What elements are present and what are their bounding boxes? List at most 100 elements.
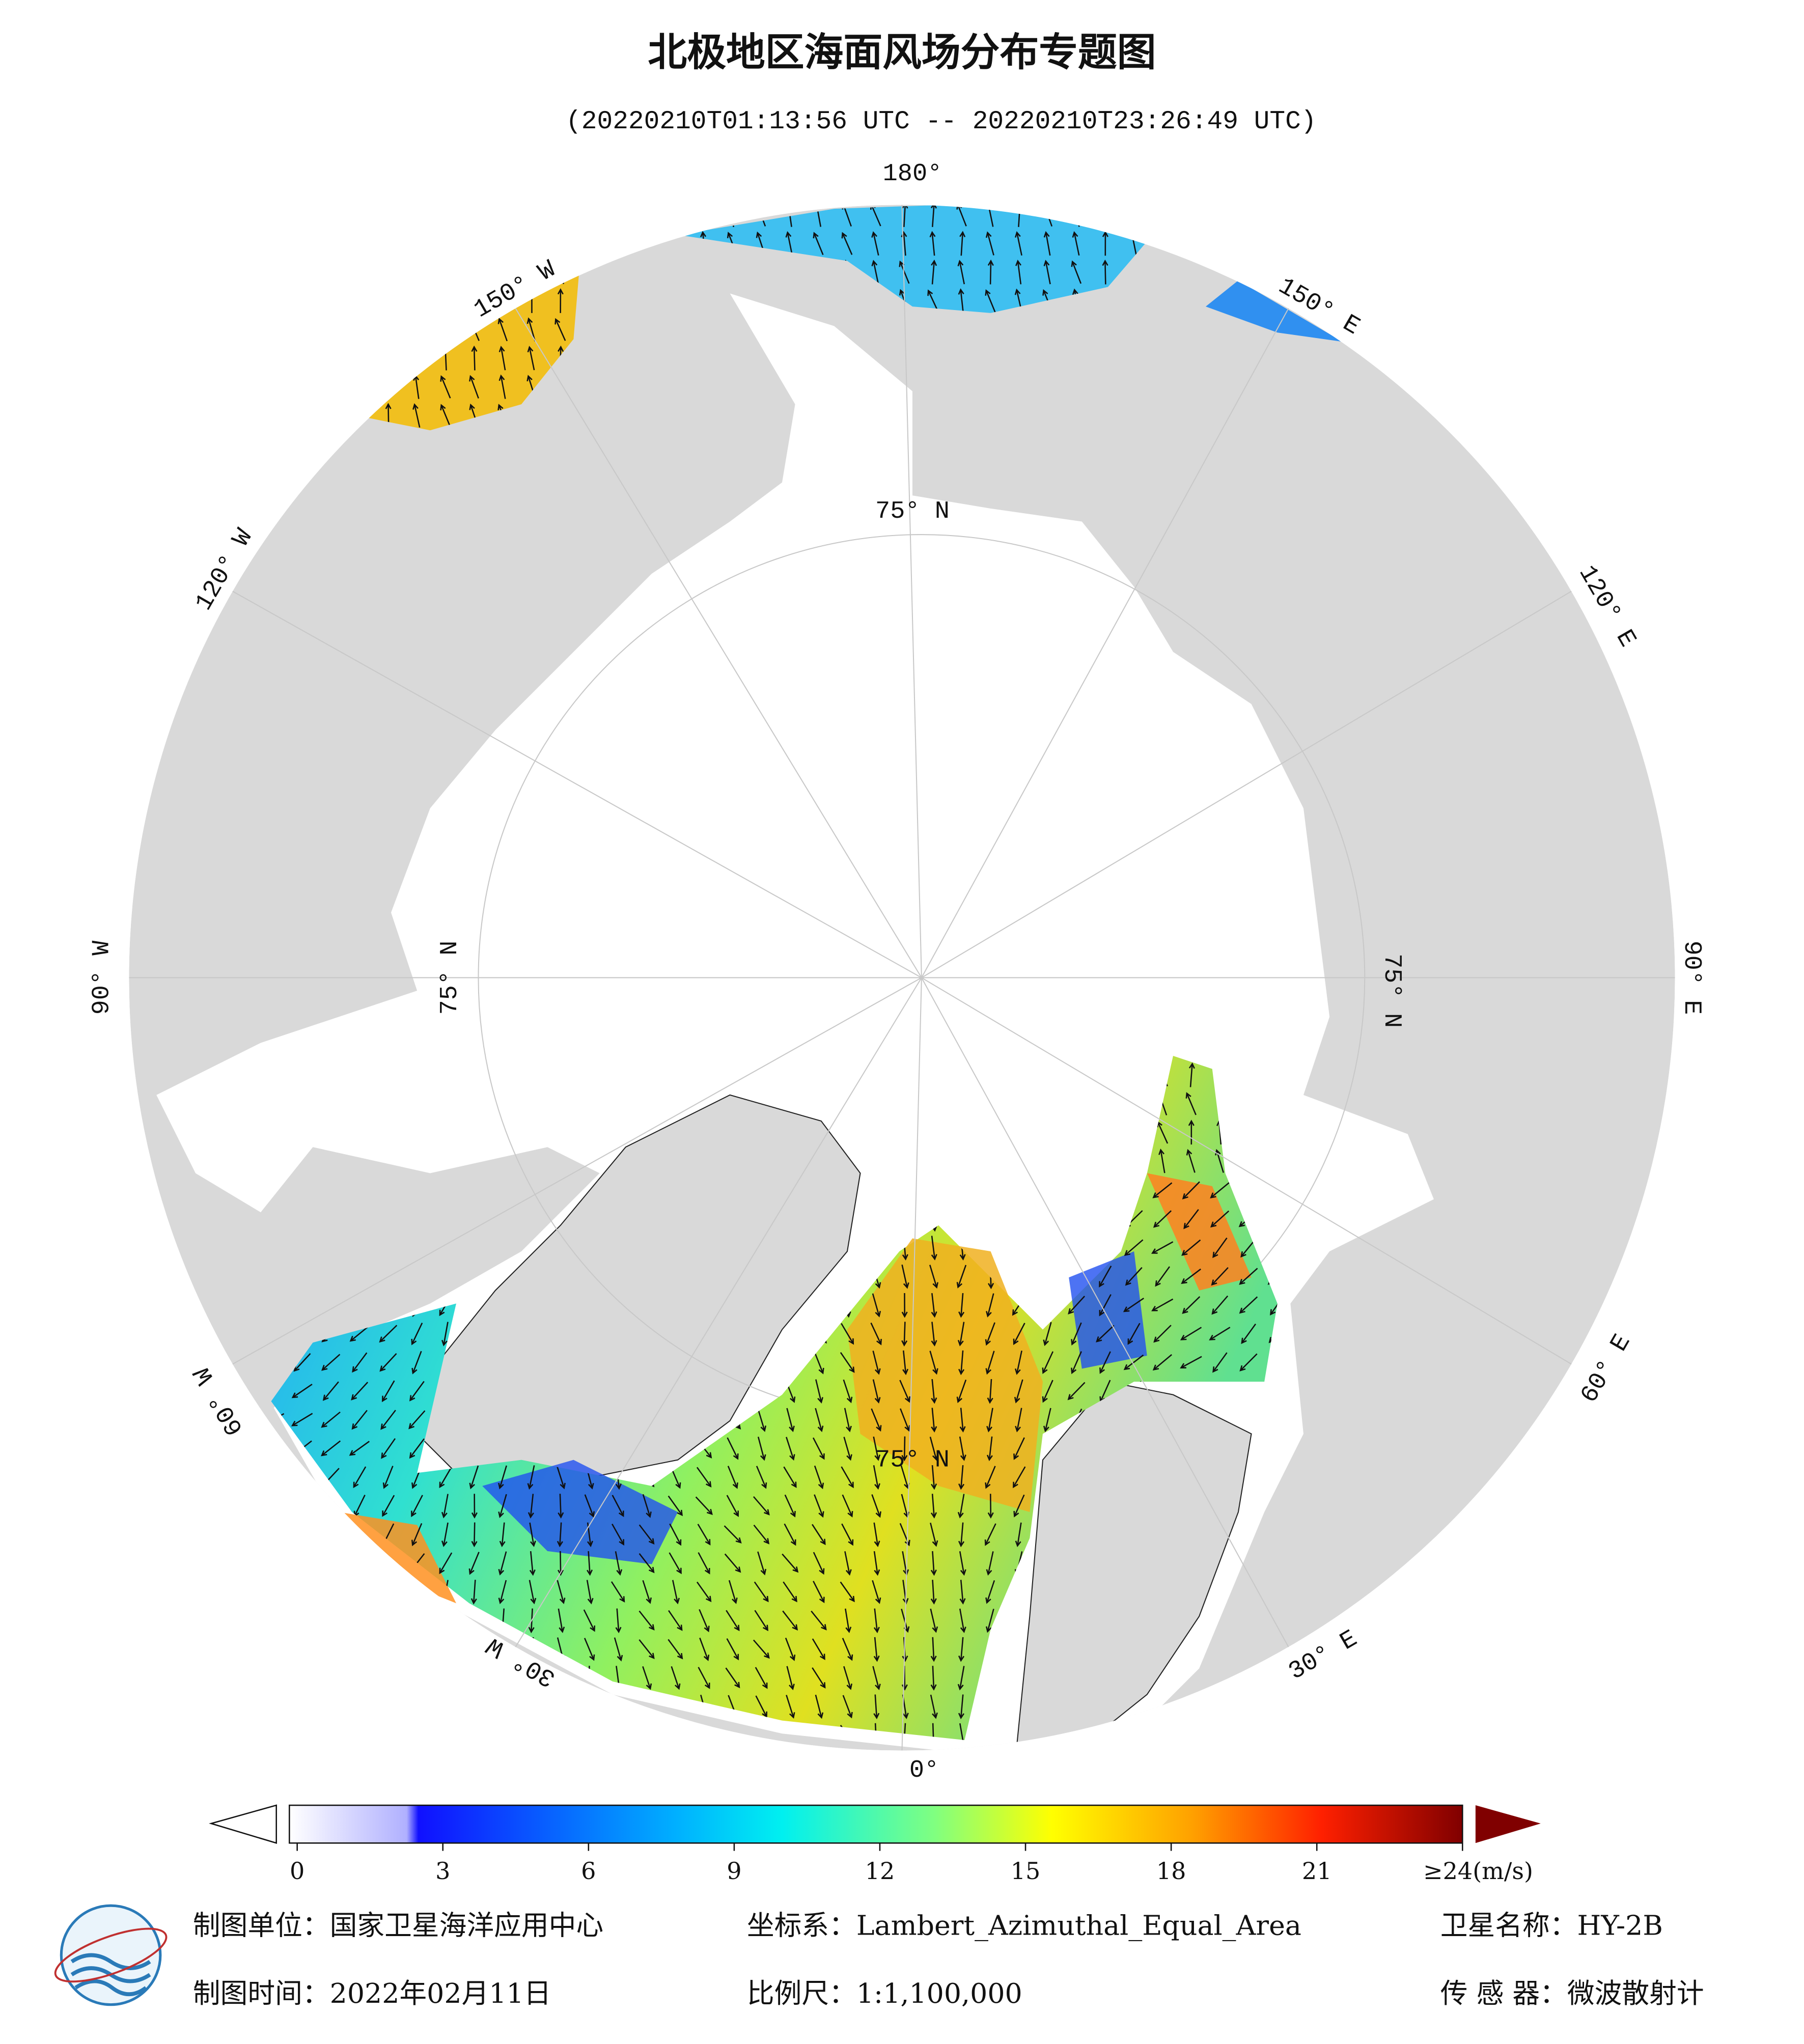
wind-arrow — [615, 1551, 623, 1576]
wind-arrow — [529, 1723, 537, 1741]
wind-arrow — [1123, 1298, 1144, 1312]
wind-field — [1205, 280, 1343, 342]
wind-arrow — [696, 1581, 712, 1603]
wind-arrow — [556, 231, 564, 256]
wind-arrow — [439, 1466, 453, 1489]
wind-arrow — [641, 205, 652, 227]
wind-arrow — [350, 1582, 369, 1601]
wind-arrow — [1265, 1700, 1278, 1713]
wind-arrow — [411, 1638, 423, 1661]
wind-arrow — [1238, 1670, 1259, 1686]
wind-arrow — [901, 1293, 908, 1318]
wind-arrow — [727, 1437, 739, 1460]
wind-arrow — [785, 1637, 796, 1661]
wind-arrow — [529, 231, 535, 256]
wind-arrow — [1013, 1437, 1025, 1460]
wind-arrow — [671, 205, 678, 227]
wind-arrow — [408, 1410, 426, 1430]
wind-arrow — [584, 1638, 595, 1661]
graticule — [129, 205, 1675, 1751]
wind-arrow — [814, 1465, 824, 1490]
wind-arrow — [410, 1667, 424, 1689]
wind-arrow — [586, 205, 592, 227]
wind-arrow — [351, 1410, 368, 1430]
wind-arrow — [1043, 231, 1051, 256]
wind-arrow — [699, 1637, 710, 1661]
wind-arrow — [639, 1639, 655, 1659]
wind-arrow — [586, 1580, 594, 1605]
wind-arrow — [440, 375, 451, 399]
wind-arrow — [814, 1494, 824, 1518]
wind-arrow — [326, 374, 335, 399]
wind-arrow — [271, 317, 276, 342]
wind-arrow — [1015, 1522, 1022, 1547]
wind-arrow — [900, 1408, 910, 1432]
footer-date: 制图时间：2022年02月11日 — [193, 1977, 551, 2009]
wind-arrow — [612, 1523, 625, 1546]
wind-arrow — [378, 1612, 398, 1629]
wind-arrow — [1043, 260, 1051, 285]
wind-arrow — [324, 1667, 338, 1689]
wind-arrow — [724, 1525, 742, 1544]
longitude-label: 90° W — [88, 940, 116, 1015]
wind-arrow — [299, 288, 306, 313]
wind-arrow — [583, 1609, 596, 1632]
wind-arrow — [957, 1494, 965, 1519]
wind-arrow — [380, 1639, 396, 1660]
wind-arrow — [615, 1694, 622, 1719]
wind-arrow — [697, 1524, 711, 1546]
wind-arrow — [958, 1465, 965, 1490]
wind-arrow — [291, 1528, 313, 1541]
wind-arrow — [727, 1466, 738, 1489]
wind-arrow — [873, 1465, 880, 1490]
wind-arrow — [1208, 1729, 1231, 1741]
wind-arrow — [728, 1580, 738, 1604]
wind-arrow — [784, 1494, 796, 1518]
wind-arrow — [1245, 259, 1252, 285]
meridian — [232, 977, 922, 1365]
wind-arrow — [956, 1265, 967, 1289]
wind-arrow — [931, 1379, 937, 1404]
wind-arrow — [382, 1466, 394, 1489]
wind-arrow — [930, 1637, 937, 1662]
wind-arrow — [411, 1523, 423, 1547]
wind-arrow — [471, 1723, 478, 1741]
wind-arrow — [1013, 1466, 1026, 1489]
wind-arrow — [271, 1582, 282, 1602]
wind-arrow — [349, 1441, 370, 1456]
wind-arrow — [614, 1637, 623, 1662]
wind-arrow — [355, 346, 363, 371]
wind-arrow — [872, 1580, 881, 1604]
wind-arrow — [291, 1413, 313, 1426]
wind-arrow — [271, 1442, 285, 1454]
wind-arrow — [382, 1724, 395, 1741]
wind-arrow — [754, 1610, 768, 1632]
wind-arrow — [499, 1522, 506, 1548]
wind-arrow — [271, 374, 277, 399]
wind-arrow — [899, 260, 910, 284]
wind-arrow — [642, 1666, 652, 1690]
wind-arrow — [1042, 1351, 1054, 1374]
wind-arrow — [901, 1322, 908, 1347]
wind-arrow — [842, 1494, 853, 1518]
wind-arrow — [356, 288, 363, 313]
wind-arrow — [412, 346, 421, 371]
wind-arrow — [639, 1610, 655, 1631]
wind-arrow — [1125, 1267, 1143, 1286]
wind-arrow — [1241, 1323, 1257, 1345]
wind-arrow — [642, 1580, 652, 1604]
wind-arrow — [959, 1551, 966, 1576]
colorbar: 0 3 6 9 12 15 18 21 ≥24(m/s) — [209, 1804, 1541, 1885]
wind-arrow — [1155, 1266, 1171, 1287]
wind-arrow — [958, 1293, 965, 1318]
footer-projection: 坐标系：Lambert_Azimuthal_Equal_Area — [747, 1910, 1301, 1942]
wind-arrow — [297, 375, 307, 399]
wind-arrow — [321, 1554, 340, 1572]
wind-arrow — [381, 1438, 396, 1459]
wind-arrow — [987, 259, 994, 285]
wind-arrow — [409, 1381, 425, 1402]
wind-arrow — [440, 205, 451, 227]
wind-arrow — [1152, 1354, 1172, 1371]
footer-unit: 制图单位：国家卫星海洋应用中心 — [193, 1910, 603, 1942]
